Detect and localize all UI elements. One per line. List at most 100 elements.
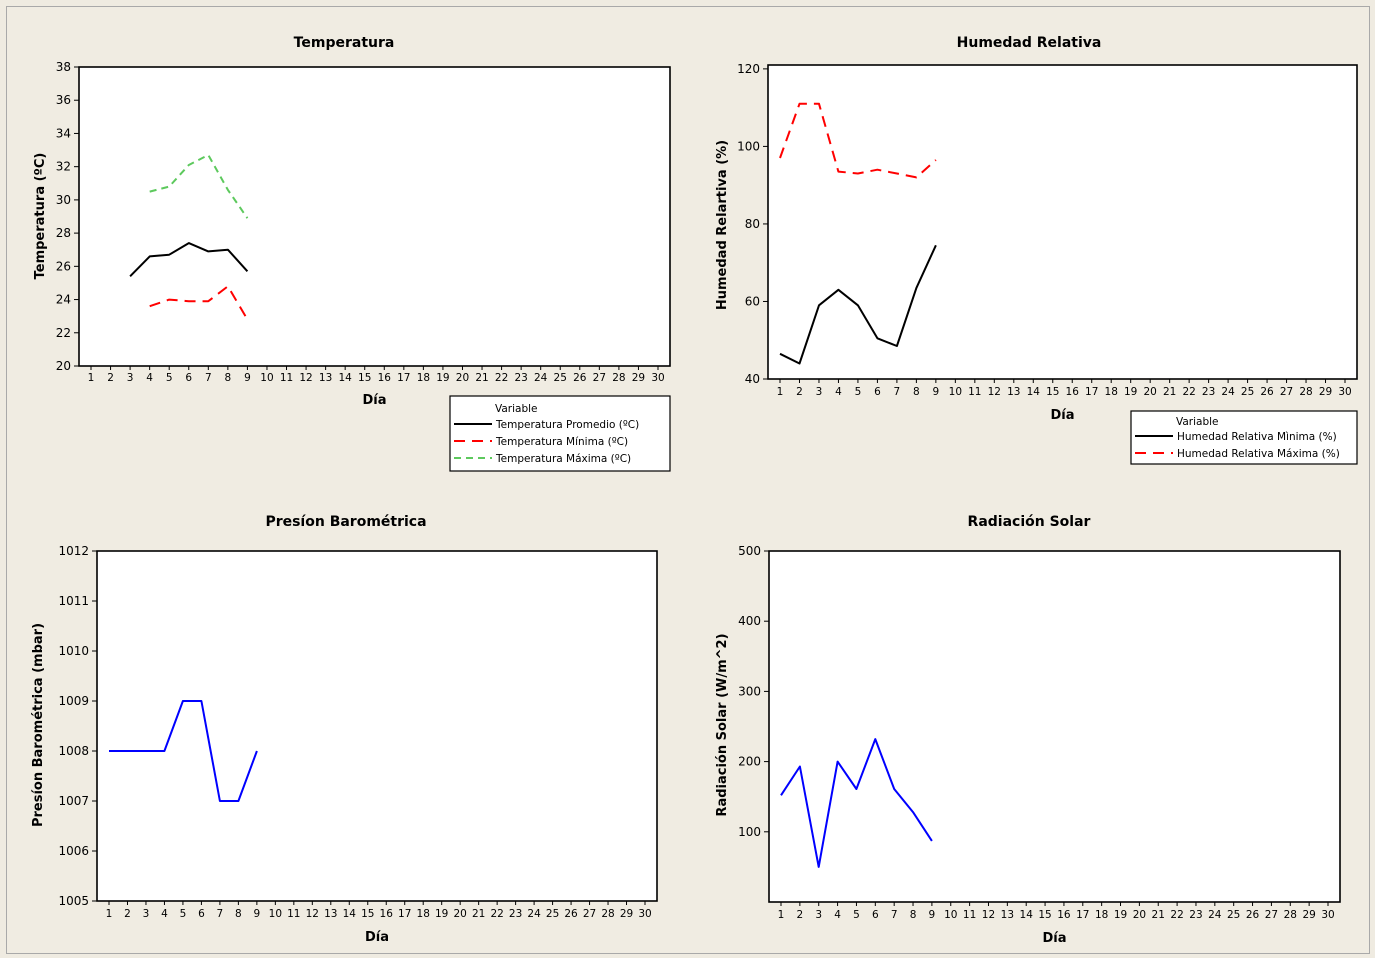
presion-barometrica-plot-area: [96, 550, 658, 902]
x-tick-label: 2: [107, 372, 114, 384]
x-tick-label: 4: [834, 909, 841, 921]
x-tick-label: 22: [495, 372, 508, 384]
x-tick-label: 18: [1105, 386, 1118, 398]
y-tick-label: 300: [738, 684, 761, 698]
x-tick-label: 8: [235, 908, 242, 920]
y-tick-label: 38: [56, 60, 71, 74]
x-tick-label: 21: [472, 908, 485, 920]
x-tick-label: 24: [534, 372, 548, 384]
x-tick-label: 11: [280, 372, 293, 384]
x-tick-label: 1: [778, 909, 785, 921]
x-tick-label: 10: [944, 909, 957, 921]
x-tick-label: 19: [436, 372, 449, 384]
x-tick-label: 30: [638, 908, 651, 920]
presion-barometrica-series-1-line: [109, 700, 258, 802]
x-tick-label: 2: [796, 386, 803, 398]
x-tick-label: 29: [620, 908, 633, 920]
y-tick-label: 32: [56, 160, 71, 174]
humedad-relativa-series-1-line: [779, 244, 937, 365]
x-tick-label: 13: [1007, 386, 1020, 398]
x-tick-label: 15: [361, 908, 374, 920]
y-tick-label: 26: [56, 259, 71, 273]
y-tick-label: 22: [56, 326, 71, 340]
x-tick-label: 11: [963, 909, 976, 921]
x-tick-label: 19: [1124, 386, 1137, 398]
legend-entry-label: Temperatura Máxima (ºC): [495, 453, 631, 465]
y-tick-label: 80: [745, 217, 760, 231]
x-tick-label: 24: [527, 908, 541, 920]
x-tick-label: 23: [509, 908, 522, 920]
x-tick-label: 15: [358, 372, 371, 384]
x-tick-label: 24: [1208, 909, 1222, 921]
y-tick-label: 1006: [58, 844, 89, 858]
temperatura-plot-area: [78, 66, 671, 367]
x-tick-label: 7: [217, 908, 224, 920]
y-tick-label: 1009: [58, 694, 89, 708]
y-tick-label: 1012: [58, 544, 89, 558]
legend-entry-label: Humedad Relativa Mìnima (%): [1177, 431, 1337, 443]
x-tick-label: 6: [872, 909, 879, 921]
x-tick-label: 7: [894, 386, 901, 398]
y-tick-label: 24: [56, 293, 71, 307]
x-tick-label: 18: [417, 908, 430, 920]
x-tick-label: 20: [453, 908, 466, 920]
x-tick-label: 27: [583, 908, 596, 920]
legend-entry-label: Temperatura Mínima (ºC): [495, 436, 628, 448]
x-tick-label: 15: [1038, 909, 1051, 921]
x-tick-label: 7: [205, 372, 212, 384]
legend-entry-label: Temperatura Promedio (ºC): [495, 419, 639, 431]
y-tick-label: 1005: [58, 894, 89, 908]
x-tick-label: 8: [913, 386, 920, 398]
humedad-relativa-title: Humedad Relativa: [957, 35, 1102, 51]
x-tick-label: 28: [1299, 386, 1312, 398]
x-tick-label: 27: [1280, 386, 1293, 398]
y-tick-label: 1011: [58, 594, 89, 608]
x-tick-label: 16: [1066, 386, 1080, 398]
presion-barometrica-x-axis-label: Día: [365, 930, 389, 945]
legend-entry-label: Humedad Relativa Máxima (%): [1177, 448, 1340, 460]
x-tick-label: 1: [777, 386, 784, 398]
x-tick-label: 26: [564, 908, 578, 920]
x-tick-label: 17: [1085, 386, 1098, 398]
x-tick-label: 27: [1265, 909, 1278, 921]
legend-title: Variable: [495, 403, 538, 415]
x-tick-label: 3: [127, 372, 134, 384]
y-tick-label: 100: [738, 825, 761, 839]
x-tick-label: 26: [573, 372, 587, 384]
x-tick-label: 23: [1189, 909, 1202, 921]
x-tick-label: 25: [1227, 909, 1240, 921]
x-tick-label: 11: [287, 908, 300, 920]
x-tick-label: 26: [1246, 909, 1260, 921]
radiacion-solar-title: Radiación Solar: [968, 514, 1091, 530]
temperatura-y-axis-label: Temperatura (ºC): [33, 153, 48, 280]
x-tick-label: 3: [816, 386, 823, 398]
x-tick-label: 29: [1319, 386, 1332, 398]
x-tick-label: 12: [299, 372, 312, 384]
x-tick-label: 2: [797, 909, 804, 921]
x-tick-label: 30: [1321, 909, 1334, 921]
temperatura-legend: Variable Temperatura Promedio (ºC) Tempera…: [449, 395, 671, 472]
y-tick-label: 28: [56, 226, 71, 240]
x-tick-label: 6: [198, 908, 205, 920]
chart-canvas: Temperatura 20 22 24 26 28 30 32 34 36 38 1 2 3 4 5 6 7 8 9…: [6, 6, 1370, 954]
x-tick-label: 16: [380, 908, 394, 920]
x-tick-label: 15: [1046, 386, 1059, 398]
y-tick-label: 20: [56, 359, 71, 373]
temperatura-series-3-line: [149, 154, 249, 219]
x-tick-label: 23: [1202, 386, 1215, 398]
x-tick-label: 5: [166, 372, 173, 384]
x-tick-label: 12: [982, 909, 995, 921]
x-tick-label: 28: [601, 908, 614, 920]
x-tick-label: 8: [910, 909, 917, 921]
humedad-relativa-x-axis-label: Día: [1050, 408, 1074, 423]
x-tick-label: 16: [1057, 909, 1071, 921]
x-tick-label: 14: [338, 372, 352, 384]
humedad-relativa-y-axis-label: Humedad Relartiva (%): [715, 140, 730, 310]
y-tick-label: 1007: [58, 794, 89, 808]
x-tick-label: 20: [1133, 909, 1146, 921]
x-tick-label: 17: [398, 908, 411, 920]
